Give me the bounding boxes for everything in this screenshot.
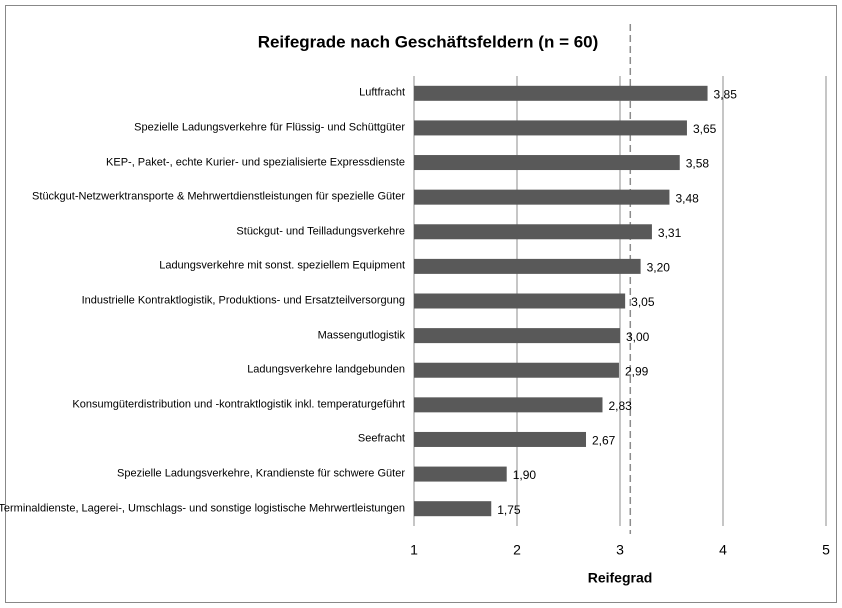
x-tick-label: 1 [410,542,418,558]
data-label: 1,75 [497,503,521,517]
category-label-box: Stückgut-Netzwerktransporte & Mehrwertdi… [0,191,405,204]
y-tick-label: Konsumgüterdistribution und -kontraktlog… [72,398,405,411]
category-label-box: Terminaldienste, Lagerei-, Umschlags- un… [0,502,405,515]
y-tick-label: Stückgut-Netzwerktransporte & Mehrwertdi… [32,190,405,203]
bar [414,85,708,101]
y-tick-label: KEP-, Paket-, echte Kurier- und speziali… [106,156,405,169]
data-label: 3,31 [658,226,682,240]
data-label: 2,67 [592,434,616,448]
category-label-box: Spezielle Ladungsverkehre, Krandienste f… [0,468,405,481]
data-label: 3,00 [626,330,650,344]
bar [414,328,620,344]
category-label-box: Industrielle Kontraktlogistik, Produktio… [0,295,405,308]
category-label-box: Konsumgüterdistribution und -kontraktlog… [0,398,405,411]
x-axis-title: Reifegrad [588,570,653,586]
y-tick-label: Spezielle Ladungsverkehre für Flüssig- u… [134,121,405,134]
category-label-box: Stückgut- und Teilladungsverkehre [0,225,405,238]
category-label-box: Spezielle Ladungsverkehre für Flüssig- u… [0,121,405,134]
category-label-box: KEP-, Paket-, echte Kurier- und speziali… [0,156,405,169]
y-tick-label: Stückgut- und Teilladungsverkehre [236,225,405,238]
x-tick-label: 2 [513,542,521,558]
bar [414,189,670,205]
bar [414,362,619,378]
data-label: 3,48 [675,191,699,205]
y-tick-label: Ladungsverkehre mit sonst. speziellem Eq… [159,259,405,272]
bar [414,120,687,136]
x-tick-label: 3 [616,542,624,558]
category-label-box: Massengutlogistik [0,329,405,342]
data-label: 3,85 [714,87,738,101]
data-label: 1,90 [513,468,537,482]
y-tick-label: Terminaldienste, Lagerei-, Umschlags- un… [0,502,405,515]
data-label: 2,83 [608,399,632,413]
bar [414,501,492,517]
data-label: 3,65 [693,122,717,136]
category-label-box: Ladungsverkehre mit sonst. speziellem Eq… [0,260,405,273]
bar [414,293,626,309]
category-label-box: Luftfracht [0,87,405,100]
data-label: 3,20 [647,261,671,275]
y-tick-label: Ladungsverkehre landgebunden [247,363,405,376]
chart-title: Reifegrade nach Geschäftsfeldern (n = 60… [258,32,599,51]
bar [414,224,652,240]
y-tick-label: Spezielle Ladungsverkehre, Krandienste f… [117,467,405,480]
bar [414,155,680,171]
bar [414,397,603,413]
x-tick-label: 4 [719,542,727,558]
x-tick-label: 5 [822,542,830,558]
bar [414,258,641,274]
category-label-box: Ladungsverkehre landgebunden [0,364,405,377]
y-tick-label: Luftfracht [359,86,405,99]
bar [414,466,507,482]
y-tick-label: Industrielle Kontraktlogistik, Produktio… [81,294,405,307]
category-label-box: Seefracht [0,433,405,446]
bar [414,431,587,447]
y-tick-label: Massengutlogistik [317,329,405,342]
data-label: 2,99 [625,364,649,378]
data-label: 3,05 [631,295,655,309]
data-label: 3,58 [686,157,710,171]
y-tick-label: Seefracht [357,432,405,445]
